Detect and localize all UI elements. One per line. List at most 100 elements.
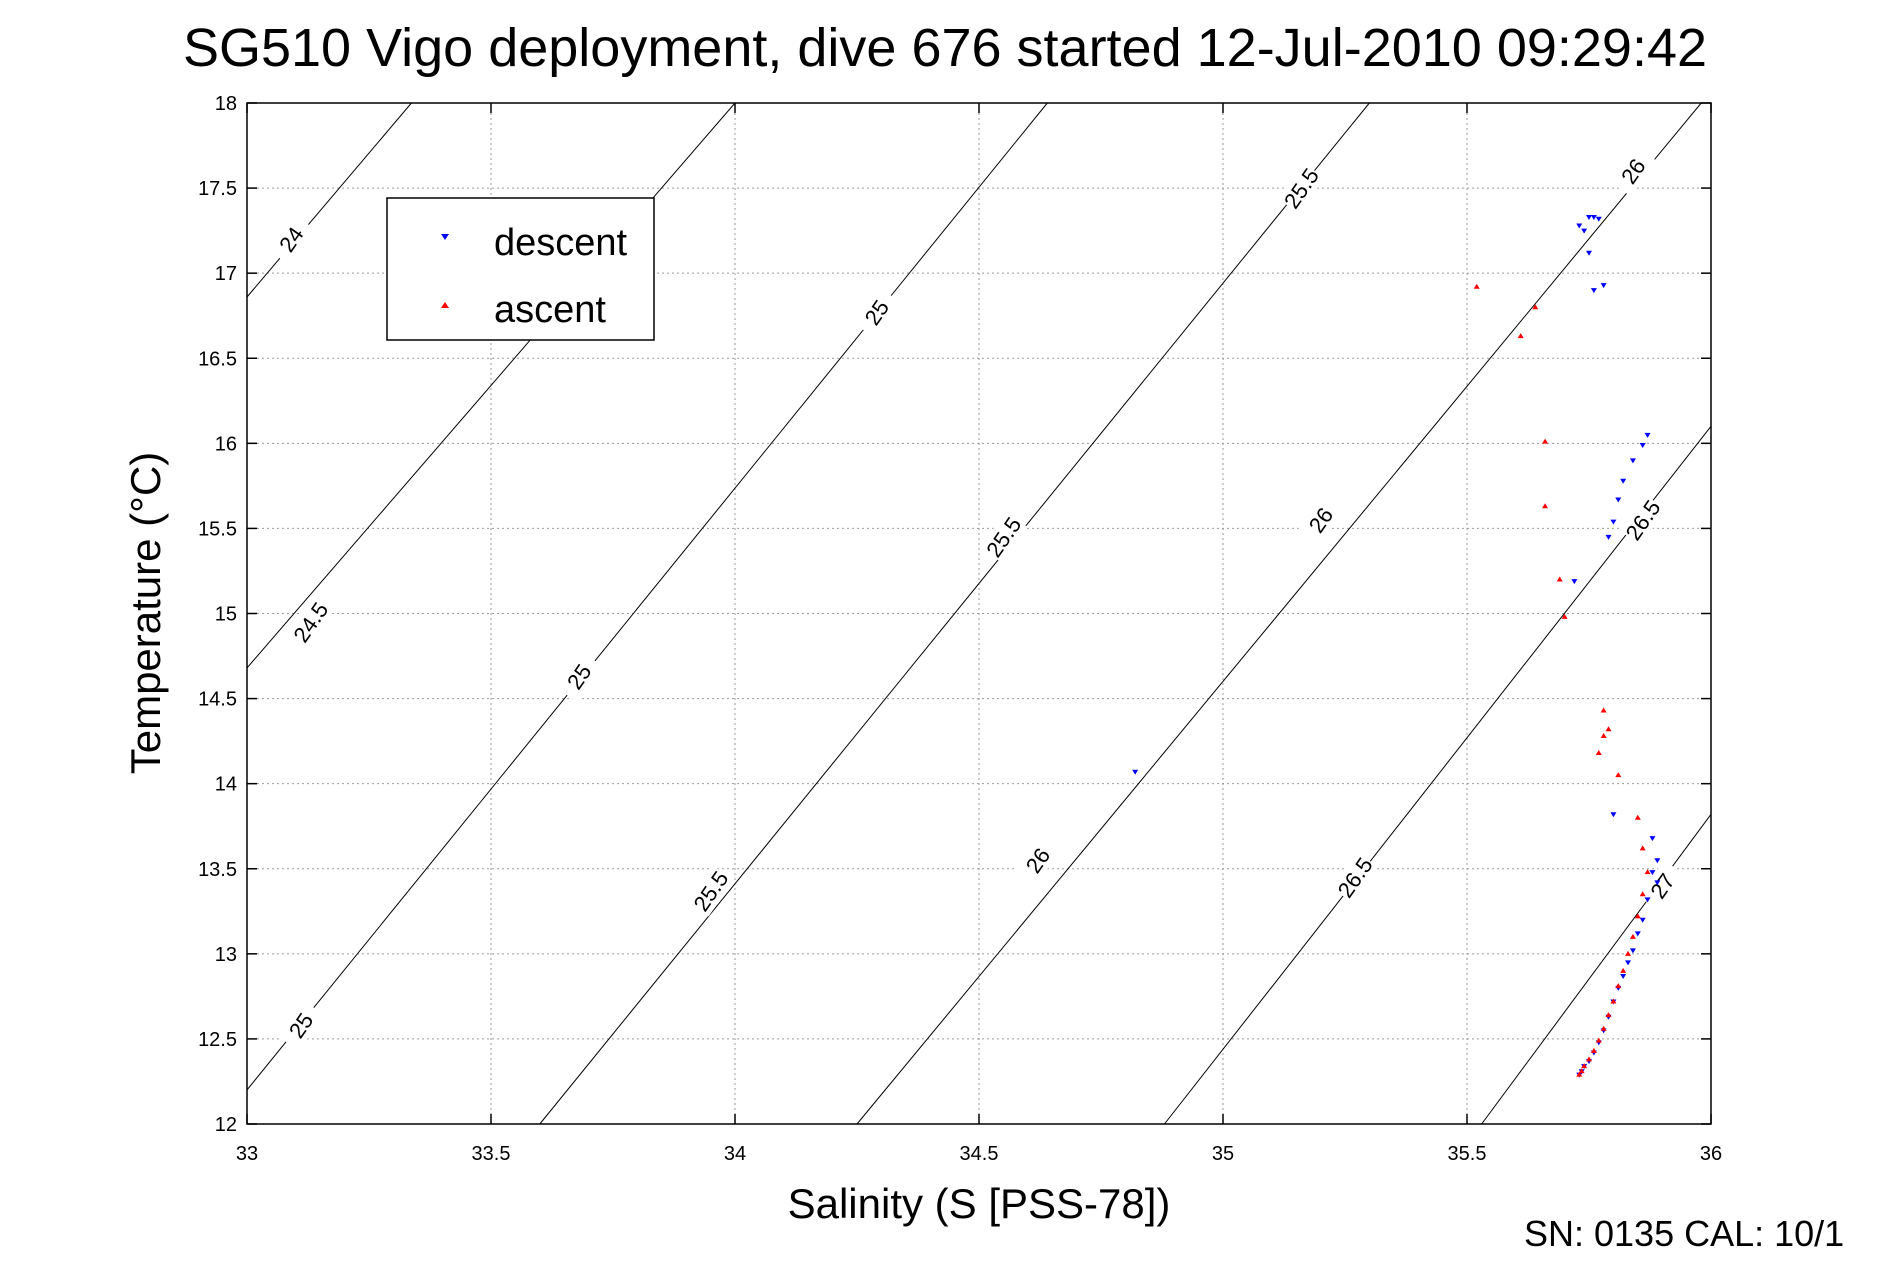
density-contour-26 — [856, 102, 1702, 1125]
contour-label-mask — [687, 865, 734, 917]
descent-point — [1615, 497, 1622, 503]
density-contour-25-5 — [539, 102, 1370, 1125]
descent-point — [1625, 960, 1632, 966]
y-tick-label: 18 — [215, 93, 237, 115]
descent-point — [1576, 223, 1583, 229]
y-tick-label: 13.5 — [198, 859, 237, 881]
ascent-point — [1517, 333, 1524, 339]
descent-point — [1586, 215, 1592, 221]
legend-marker-descent — [441, 234, 449, 240]
y-axis-label: Temperature (°C) — [122, 452, 169, 775]
ascent-point — [1644, 869, 1651, 875]
contour-label-mask — [1609, 145, 1657, 197]
descent-point — [1586, 250, 1592, 256]
ascent-point — [1586, 1056, 1592, 1062]
legend-marker-ascent — [441, 302, 449, 308]
contour-label: 25.5 — [981, 513, 1026, 562]
contour-label-mask — [287, 596, 334, 648]
ascent-point — [1639, 845, 1646, 851]
contour-label-mask — [1277, 162, 1325, 214]
contour-label-mask — [1638, 860, 1686, 912]
contour-label-mask — [277, 999, 324, 1051]
ascent-point — [1610, 998, 1617, 1004]
ascent-point — [1600, 1025, 1607, 1031]
y-axis-ticks: 12 12.5 13 13.5 14 14.5 15 15.5 16 16.5 17 17.5 18 — [198, 93, 1711, 1136]
ascent-point — [1600, 733, 1607, 739]
contour-label-mask — [1014, 834, 1061, 886]
contour-label-mask — [853, 286, 900, 338]
density-contour-24 — [246, 102, 412, 298]
x-axis-ticks: 33 33.5 34 34.5 35 35.5 36 — [236, 103, 1722, 1165]
x-tick-label: 33 — [236, 1143, 258, 1165]
descent-point — [1590, 288, 1597, 294]
contour-label-mask — [980, 511, 1027, 563]
legend: descent ascent — [386, 197, 655, 341]
x-axis-label: Salinity (S [PSS-78]) — [788, 1180, 1171, 1227]
legend-label-ascent: ascent — [494, 289, 606, 331]
ascent-point — [1625, 950, 1632, 956]
y-tick-label: 17.5 — [198, 178, 237, 200]
ascent-point — [1595, 1037, 1602, 1043]
contour-label-mask — [555, 650, 603, 702]
descent-point — [1600, 283, 1607, 289]
descent-point — [1620, 478, 1627, 484]
ascent-point — [1605, 1012, 1612, 1018]
descent-point — [1649, 870, 1656, 876]
x-tick-label: 34.5 — [960, 1143, 999, 1165]
descent-point — [1654, 880, 1661, 886]
chart-title: SG510 Vigo deployment, dive 676 started … — [183, 18, 1707, 78]
descent-point — [1639, 443, 1646, 449]
ascent-point — [1595, 750, 1602, 756]
x-tick-label: 35 — [1212, 1143, 1234, 1165]
grid-lines — [247, 103, 1711, 1124]
descent-point — [1581, 228, 1588, 234]
y-tick-label: 12.5 — [198, 1029, 237, 1051]
y-tick-label: 16.5 — [198, 348, 237, 370]
density-contour-25 — [246, 102, 1048, 1091]
contour-label: 24.5 — [288, 598, 333, 647]
descent-point — [1629, 458, 1636, 464]
y-tick-label: 14 — [215, 774, 237, 796]
contour-label: 25.5 — [688, 866, 733, 915]
ascent-point — [1615, 983, 1622, 989]
y-tick-label: 12 — [215, 1114, 237, 1136]
descent-point — [1605, 534, 1612, 540]
ascent-point — [1576, 1071, 1583, 1077]
descent-point — [1649, 836, 1656, 842]
descent-point — [1610, 812, 1617, 818]
ascent-point — [1634, 814, 1641, 820]
density-contour-27 — [1481, 813, 1712, 1125]
contour-label-mask — [1297, 494, 1344, 546]
descent-point — [1620, 973, 1627, 979]
ascent-point — [1615, 772, 1622, 778]
ascent-point — [1542, 438, 1549, 444]
data-points — [1132, 215, 1661, 1078]
y-tick-label: 16 — [215, 433, 237, 455]
serial-calibration-footer: SN: 0135 CAL: 10/1 — [1524, 1213, 1844, 1254]
density-contour-26-5 — [1164, 426, 1712, 1125]
contour-label-mask — [1331, 851, 1379, 903]
descent-point — [1629, 948, 1636, 954]
ascent-point — [1556, 576, 1563, 582]
descent-point — [1590, 215, 1597, 221]
y-tick-label: 15 — [215, 604, 237, 626]
density-contour-24-5 — [246, 102, 736, 669]
ascent-point — [1581, 1063, 1588, 1069]
y-tick-label: 17 — [215, 263, 237, 285]
descent-point — [1132, 769, 1139, 775]
descent-point — [1639, 917, 1646, 923]
descent-point — [1595, 216, 1602, 222]
ascent-point — [1542, 503, 1549, 509]
legend-box — [386, 197, 655, 341]
descent-point — [1644, 897, 1651, 903]
ascent-point — [1590, 1047, 1597, 1053]
descent-point — [1654, 858, 1661, 864]
x-tick-label: 36 — [1700, 1143, 1722, 1165]
descent-point — [1644, 432, 1651, 438]
contour-label-mask — [1619, 494, 1666, 546]
legend-label-descent: descent — [494, 222, 628, 264]
y-tick-label: 13 — [215, 944, 237, 966]
x-tick-label: 33.5 — [472, 1143, 511, 1165]
ascent-point — [1600, 707, 1607, 713]
